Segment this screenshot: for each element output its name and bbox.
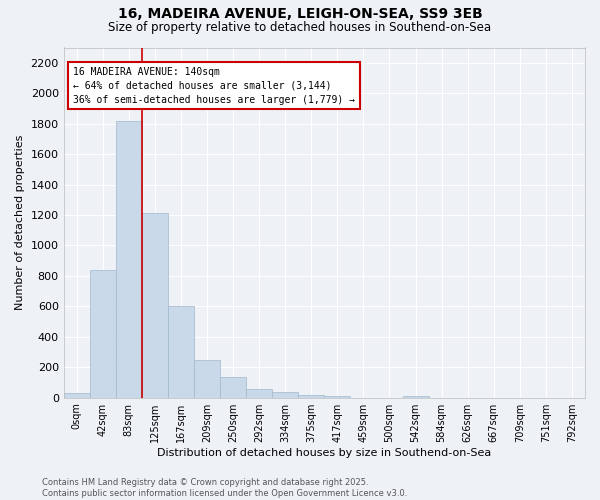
- Bar: [220, 377, 246, 398]
- Text: Size of property relative to detached houses in Southend-on-Sea: Size of property relative to detached ho…: [109, 21, 491, 34]
- Bar: [272, 392, 298, 398]
- Bar: [298, 394, 325, 398]
- Bar: [403, 396, 428, 398]
- Bar: [194, 360, 220, 398]
- Text: 16, MADEIRA AVENUE, LEIGH-ON-SEA, SS9 3EB: 16, MADEIRA AVENUE, LEIGH-ON-SEA, SS9 3E…: [118, 8, 482, 22]
- Y-axis label: Number of detached properties: Number of detached properties: [15, 135, 25, 310]
- Bar: [246, 390, 272, 398]
- Bar: [168, 306, 194, 398]
- Bar: [325, 396, 350, 398]
- Bar: [142, 214, 168, 398]
- Bar: [90, 270, 116, 398]
- Bar: [64, 393, 90, 398]
- X-axis label: Distribution of detached houses by size in Southend-on-Sea: Distribution of detached houses by size …: [157, 448, 491, 458]
- Text: 16 MADEIRA AVENUE: 140sqm
← 64% of detached houses are smaller (3,144)
36% of se: 16 MADEIRA AVENUE: 140sqm ← 64% of detac…: [73, 66, 355, 104]
- Bar: [116, 120, 142, 398]
- Text: Contains HM Land Registry data © Crown copyright and database right 2025.
Contai: Contains HM Land Registry data © Crown c…: [42, 478, 407, 498]
